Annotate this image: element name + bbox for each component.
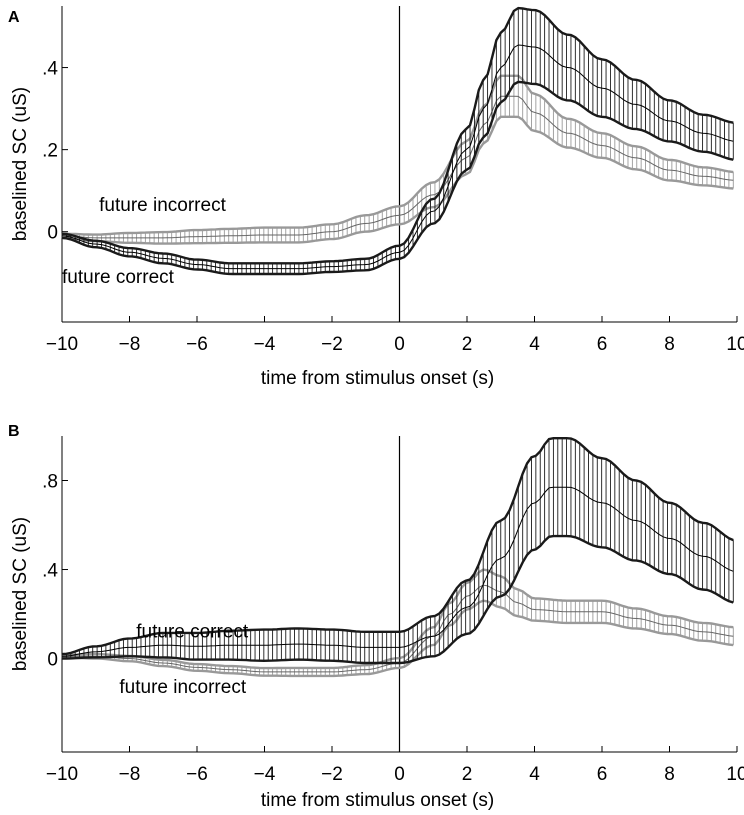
x-tick-label: 4 — [529, 334, 540, 355]
x-tick-label: 2 — [462, 764, 473, 785]
x-tick-label: −6 — [186, 334, 208, 355]
series-annotation: future incorrect — [99, 195, 226, 216]
panel-letter: B — [8, 423, 20, 440]
x-tick-label: −4 — [254, 764, 276, 785]
x-tick-label: −10 — [46, 764, 78, 785]
error-upper-edge — [61, 437, 734, 656]
panel-letter: A — [8, 9, 20, 26]
x-tick-label: 10 — [726, 334, 744, 355]
x-tick-label: 2 — [462, 334, 473, 355]
series-annotation: future incorrect — [119, 677, 246, 698]
y-tick-label: .2 — [42, 141, 58, 162]
y-tick-label: .8 — [42, 472, 58, 493]
x-tick-label: 0 — [394, 334, 405, 355]
error-lower-edge — [61, 115, 734, 245]
x-tick-label: 6 — [597, 334, 608, 355]
series-mean-line — [61, 44, 734, 270]
error-upper-edge — [61, 6, 734, 265]
error-lower-edge — [61, 599, 734, 678]
y-axis-label: baselined SC (uS) — [10, 517, 31, 671]
x-tick-label: 4 — [529, 764, 540, 785]
x-tick-label: −2 — [321, 764, 343, 785]
panel-a: A −10 −8 −6 −4 −2 0 2 4 6 8 10 0 .2 .4 time from stimul… — [8, 6, 744, 389]
y-tick-label: .4 — [42, 59, 58, 80]
y-tick-label: 0 — [47, 223, 58, 244]
series-future-correct — [61, 6, 734, 276]
x-tick-label: −2 — [321, 334, 343, 355]
x-tick-label: −8 — [119, 334, 141, 355]
series-annotation: future correct — [62, 267, 175, 288]
x-axis-label: time from stimulus onset (s) — [261, 368, 494, 389]
x-tick-label: 8 — [664, 764, 675, 785]
series-annotation: future correct — [136, 621, 249, 642]
x-axis-label: time from stimulus onset (s) — [261, 790, 494, 811]
x-tick-label: −8 — [119, 764, 141, 785]
error-lower-edge — [61, 80, 734, 276]
error-upper-edge — [62, 74, 734, 236]
panel-b: B −10 −8 −6 −4 −2 0 2 4 6 8 10 0 .4 .8 time from stimul… — [8, 423, 744, 811]
x-tick-label: 0 — [394, 764, 405, 785]
x-tick-label: 8 — [664, 334, 675, 355]
y-axis-label: baselined SC (uS) — [10, 87, 31, 241]
series-mean-line — [61, 486, 734, 657]
error-upper-edge — [62, 568, 734, 670]
y-tick-label: .4 — [42, 561, 58, 582]
error-lower-edge — [62, 534, 734, 665]
x-tick-label: 10 — [726, 764, 744, 785]
series-mean-line — [61, 95, 734, 239]
y-tick-label: 0 — [47, 650, 58, 671]
series-future-correct — [61, 437, 734, 665]
x-tick-label: 6 — [597, 764, 608, 785]
x-tick-label: −4 — [254, 334, 276, 355]
x-tick-label: −10 — [46, 334, 78, 355]
x-tick-label: −6 — [186, 764, 208, 785]
